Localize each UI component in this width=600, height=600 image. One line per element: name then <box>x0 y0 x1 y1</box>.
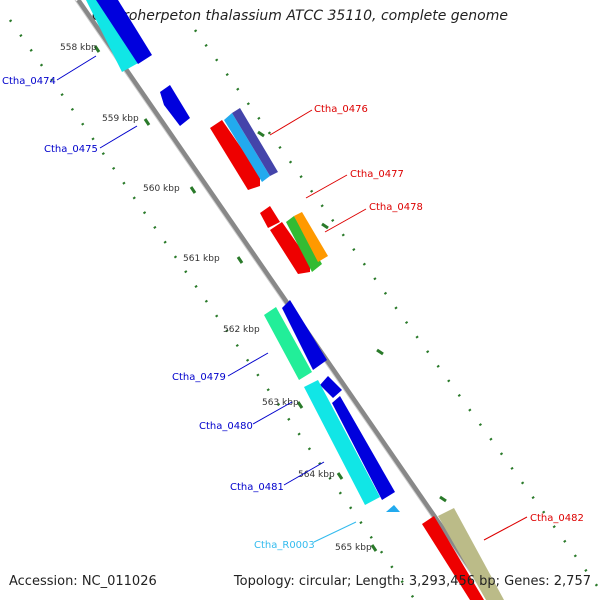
major-ticks <box>93 45 447 552</box>
leader-ctha-0475 <box>99 125 138 149</box>
gene-arrow-ctha-0479-blue[interactable] <box>282 300 327 370</box>
gene-arrow-ctha-0476-navy[interactable] <box>232 108 278 176</box>
reverse-genes <box>210 108 504 600</box>
leader-ctha-0482 <box>483 516 528 541</box>
gene-arrow-ctha-0476-sky[interactable] <box>224 113 270 182</box>
major-tick <box>257 130 265 138</box>
gene-arrow-ctha-0475[interactable] <box>160 85 190 126</box>
gene-arrow-ctha-0476-red[interactable] <box>210 120 260 190</box>
gene-arrow-ctha-0479-mint[interactable] <box>264 307 312 380</box>
tick-guides <box>8 19 600 600</box>
genome-summary-text: Topology: circular; Length: 3,293,456 bp… <box>233 574 591 589</box>
scale-label: 560 kbp <box>143 184 180 194</box>
gene-arrow-ctha-0478-orange[interactable] <box>294 212 328 262</box>
gene-label-ctha-0474[interactable]: Ctha_0474 <box>2 76 56 87</box>
major-tick <box>296 401 304 409</box>
leader-ctha-r0003 <box>313 521 357 543</box>
major-tick <box>321 222 329 230</box>
leader-ctha-0476 <box>269 109 313 136</box>
genome-backbone-shadow <box>74 0 490 600</box>
gene-arrow-ctha-r0003[interactable] <box>386 505 400 512</box>
gene-arrow-ctha-0480[interactable] <box>304 380 380 505</box>
accession-text: Accession: NC_011026 <box>9 574 157 589</box>
scale-label: 565 kbp <box>335 543 372 553</box>
inner-tick-track <box>193 29 600 591</box>
gene-label-ctha-0480[interactable]: Ctha_0480 <box>199 421 253 432</box>
gene-arrow-ctha-0478-green[interactable] <box>286 216 322 272</box>
scale-label: 561 kbp <box>183 254 220 264</box>
leader-ctha-0480 <box>252 401 293 425</box>
major-tick <box>370 544 378 552</box>
gene-label-ctha-0479[interactable]: Ctha_0479 <box>172 372 226 383</box>
scale-label: 559 kbp <box>102 114 139 124</box>
leader-ctha-0478 <box>324 208 367 233</box>
gene-label-ctha-0477[interactable]: Ctha_0477 <box>350 169 404 180</box>
major-tick <box>189 186 197 194</box>
major-tick <box>376 348 384 356</box>
leader-ctha-0481 <box>283 461 325 486</box>
scale-label: 558 kbp <box>60 43 97 53</box>
gene-arrow-ctha-0477[interactable] <box>270 222 310 274</box>
gene-arrow-ctha-0477-red[interactable] <box>260 206 280 228</box>
major-tick <box>439 495 447 503</box>
gene-arrow-ctha-0480-small[interactable] <box>320 376 342 398</box>
scale-label: 562 kbp <box>223 325 260 335</box>
forward-genes <box>86 0 400 512</box>
genome-backbone <box>75 0 495 600</box>
leader-ctha-0474 <box>56 55 97 81</box>
gene-arrow-ctha-0482-olive[interactable] <box>438 508 504 600</box>
gene-label-ctha-0481[interactable]: Ctha_0481 <box>230 482 284 493</box>
major-tick <box>143 118 151 126</box>
gene-arrow-ctha-0474-cyan[interactable] <box>86 0 140 72</box>
gene-arrow-ctha-0482-red[interactable] <box>422 516 484 600</box>
scale-label: 563 kbp <box>262 398 299 408</box>
leader-ctha-0479 <box>227 352 269 377</box>
gene-label-ctha-0482[interactable]: Ctha_0482 <box>530 513 584 524</box>
scale-label: 564 kbp <box>298 470 335 480</box>
gene-arrow-ctha-0481[interactable] <box>332 396 395 500</box>
gene-label-ctha-0475[interactable]: Ctha_0475 <box>44 144 98 155</box>
gene-label-ctha-0476[interactable]: Ctha_0476 <box>314 104 368 115</box>
map-title: Chloroherpeton thalassium ATCC 35110, co… <box>92 8 508 24</box>
major-tick <box>236 256 244 264</box>
gene-label-ctha-0478[interactable]: Ctha_0478 <box>369 202 423 213</box>
gene-arrow-ctha-0474-blue[interactable] <box>96 0 152 64</box>
leader-ctha-0477 <box>305 174 348 199</box>
major-tick <box>93 45 101 53</box>
major-tick <box>336 472 344 480</box>
gene-label-ctha-r0003[interactable]: Ctha_R0003 <box>254 540 315 551</box>
